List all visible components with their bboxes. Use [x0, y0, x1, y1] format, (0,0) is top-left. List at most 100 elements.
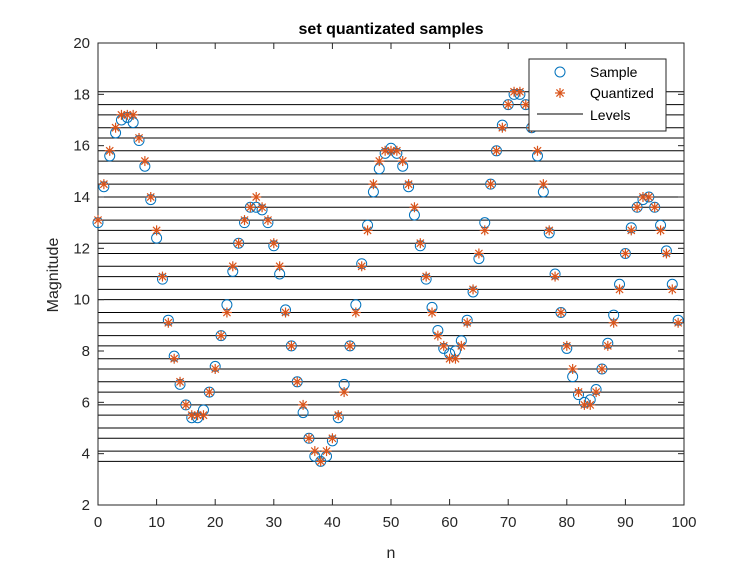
quantized-point	[491, 145, 502, 156]
y-tick-label: 20	[73, 35, 90, 52]
x-tick-label: 80	[558, 514, 575, 531]
quantized-point	[186, 410, 197, 421]
quantized-point	[350, 307, 361, 318]
quantized-point	[397, 156, 408, 167]
quantized-point	[257, 202, 268, 213]
quantized-point	[567, 363, 578, 374]
y-tick-label: 8	[82, 343, 90, 360]
quantized-point	[204, 387, 215, 398]
x-tick-label: 90	[617, 514, 634, 531]
quantized-point	[479, 225, 490, 236]
quantized-point	[163, 317, 174, 328]
x-axis-label: n	[387, 545, 396, 562]
quantized-point	[280, 307, 291, 318]
quantized-point	[661, 248, 672, 259]
quantized-point	[667, 284, 678, 295]
quantized-point	[538, 179, 549, 190]
y-tick-label: 2	[82, 497, 90, 514]
quantized-point	[227, 261, 238, 272]
quantized-point	[327, 433, 338, 444]
quantized-point	[139, 156, 150, 167]
x-tick-label: 30	[265, 514, 282, 531]
quantized-point	[673, 317, 684, 328]
quantized-point	[620, 248, 631, 259]
quantized-point	[274, 261, 285, 272]
y-tick-label: 12	[73, 240, 90, 257]
quantized-point	[268, 238, 279, 249]
quantized-point	[145, 192, 156, 202]
axes-layer: 0 10 20 30 40 50 60 70 80 90 100 2 4 6 8 10 12 14 16 18 20	[73, 35, 696, 531]
quantized-point	[128, 109, 139, 120]
quantized-point	[585, 399, 596, 410]
x-tick-label: 100	[671, 514, 696, 531]
quantized-point	[321, 446, 332, 457]
quantized-point	[368, 179, 379, 190]
y-tick-label: 10	[73, 292, 90, 309]
quantized-point	[339, 387, 350, 398]
quantized-point	[98, 179, 109, 190]
quantized-point	[122, 109, 133, 120]
quantized-point	[409, 202, 420, 213]
quantized-point	[532, 145, 543, 156]
y-tick-label: 14	[73, 189, 90, 206]
quantized-point	[374, 156, 385, 167]
quantized-point	[198, 410, 209, 421]
quantized-point	[380, 145, 391, 156]
quantized-point	[421, 271, 432, 282]
quantized-point	[544, 225, 555, 236]
y-tick-label: 18	[73, 86, 90, 103]
quantized-point	[180, 399, 191, 410]
quantized-point	[292, 376, 303, 387]
quantized-point	[438, 340, 449, 351]
quantized-point	[626, 225, 637, 236]
x-tick-label: 60	[441, 514, 458, 531]
quantized-point	[251, 192, 262, 202]
x-tick-label: 70	[500, 514, 517, 531]
y-tick-label: 6	[82, 394, 90, 411]
x-tick-label: 50	[383, 514, 400, 531]
quantized-point	[561, 340, 572, 351]
quantized-point	[116, 109, 127, 120]
quantized-point	[608, 317, 619, 328]
y-tick-label: 4	[82, 446, 90, 463]
quantized-point	[655, 225, 666, 236]
legend-asterisk-mark	[555, 88, 565, 98]
quantized-point	[239, 215, 250, 226]
chart-title: set quantizated samples	[299, 21, 484, 38]
quantized-point	[573, 387, 584, 398]
quantized-point	[104, 145, 115, 156]
quantized-point	[473, 248, 484, 259]
x-tick-label: 10	[148, 514, 165, 531]
quantized-point	[432, 330, 443, 341]
quantized-point	[221, 307, 232, 318]
quantized-point	[333, 410, 344, 421]
y-axis-label: Magnitude	[45, 238, 62, 313]
legend-quantized-label: Quantized	[590, 85, 654, 101]
quantized-point	[503, 99, 514, 110]
quantized-point	[643, 192, 654, 202]
x-tick-label: 0	[94, 514, 102, 531]
quantized-point	[632, 202, 643, 213]
quantized-point	[403, 179, 414, 190]
legend: Sample Quantized Levels	[528, 58, 667, 132]
quantized-point	[110, 122, 121, 133]
quantized-point	[468, 284, 479, 295]
quantized-point	[303, 433, 314, 444]
quantized-point	[462, 317, 473, 328]
legend-sample-label: Sample	[590, 64, 638, 80]
quantized-point	[175, 376, 186, 387]
quantized-point	[93, 215, 103, 226]
quantized-point	[649, 202, 660, 213]
levels-layer	[98, 91, 684, 462]
quantized-point	[596, 363, 607, 374]
quantized-point	[134, 132, 145, 143]
legend-quantized-marker	[555, 88, 565, 98]
quantized-point	[151, 225, 162, 236]
quantized-point	[485, 179, 496, 190]
x-tick-label: 40	[324, 514, 341, 531]
quantized-point	[637, 192, 648, 202]
quantized-point	[262, 215, 273, 226]
quantized-point	[309, 446, 320, 457]
quantized-point	[216, 330, 227, 341]
